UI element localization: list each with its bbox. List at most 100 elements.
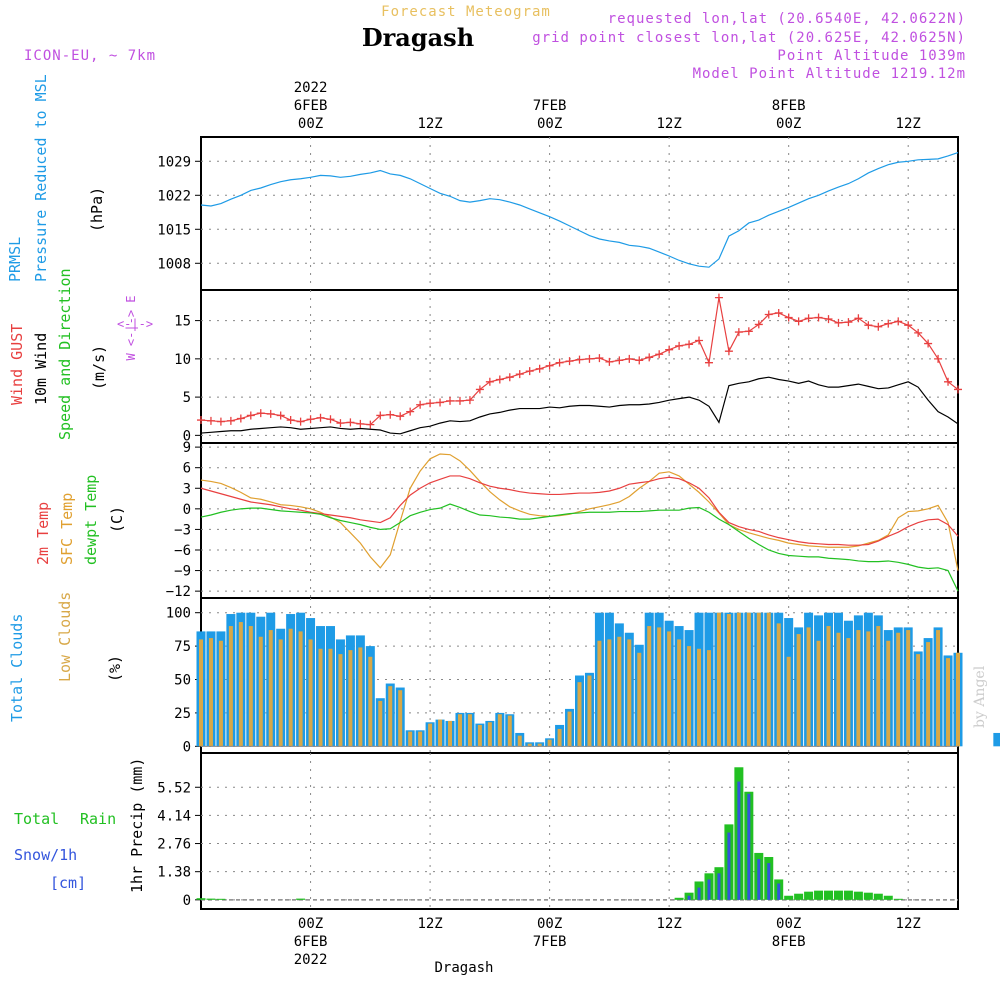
low-cloud-bar <box>368 656 373 747</box>
low-cloud-bar <box>567 711 572 747</box>
compass-we: W <-|-> E <box>124 295 138 360</box>
gust-marker <box>515 370 524 379</box>
gust-marker <box>685 340 694 349</box>
low-cloud-bar <box>398 690 403 747</box>
low-cloud-bar <box>358 647 363 747</box>
gust-marker <box>934 354 943 363</box>
low-cloud-bar <box>776 623 781 747</box>
gust-marker <box>455 396 464 405</box>
snow-bar <box>737 781 741 900</box>
axis-label-snow: Snow/1h <box>14 846 77 864</box>
gust-marker <box>286 416 295 425</box>
rain-bar <box>893 898 903 900</box>
low-cloud-bar <box>487 722 492 747</box>
low-cloud-bar <box>697 648 702 747</box>
snow-bar <box>757 859 761 900</box>
gust-marker <box>236 414 245 423</box>
rain-bar <box>873 893 883 900</box>
axis-label-speed-direction: Speed and Direction <box>56 268 74 440</box>
axis-label-rain: Rain <box>80 810 116 828</box>
ytick-label: 15 <box>174 314 191 330</box>
gust-marker <box>914 328 923 337</box>
low-cloud-bar <box>328 648 333 747</box>
gust-marker <box>625 354 634 363</box>
gust-marker <box>316 413 325 422</box>
compass-ns-arrow: <-|-> <box>117 317 153 331</box>
snow-bar <box>727 832 731 900</box>
model-label: ICON-EU, ~ 7km <box>24 48 156 64</box>
gust-marker <box>924 339 933 348</box>
gust-marker <box>734 328 743 337</box>
gust-marker <box>256 409 265 418</box>
gust-marker <box>306 415 315 424</box>
low-cloud-bar <box>348 650 353 747</box>
info-requested: requested lon,lat (20.6540E, 42.0622N) <box>608 11 966 27</box>
gust-marker <box>266 409 275 418</box>
low-cloud-bar <box>477 724 482 747</box>
low-cloud-bar <box>906 630 911 747</box>
gust-marker <box>535 364 544 373</box>
pressure-line <box>200 151 959 268</box>
low-cloud-bar <box>637 652 642 747</box>
low-cloud-bar <box>268 630 273 747</box>
precip-axis-label: 1hr Precip (mm) <box>128 758 146 893</box>
low-cloud-bar <box>726 614 731 747</box>
ytick-label: 1.38 <box>157 865 191 881</box>
rain-bar <box>216 898 226 900</box>
gust-marker <box>824 315 833 324</box>
low-cloud-bar <box>657 627 662 747</box>
gust-marker <box>545 361 554 370</box>
dewpoint-line <box>200 503 959 592</box>
gust-marker <box>366 420 375 429</box>
compass-ns: <-|-> <box>117 317 153 331</box>
gust-marker <box>406 407 415 416</box>
low-cloud-bar <box>856 630 861 747</box>
gust-marker <box>794 317 803 326</box>
gust-marker <box>804 314 813 323</box>
low-cloud-bar <box>896 632 901 747</box>
panel-frame <box>200 136 959 291</box>
low-cloud-bar <box>647 626 652 747</box>
wind-labels: Wind GUST 10m Wind Speed and Direction (m/s… <box>8 268 108 440</box>
axis-label-total-clouds: Total Clouds <box>8 614 26 722</box>
low-cloud-bar <box>846 638 851 747</box>
low-cloud-bar <box>816 640 821 747</box>
ytick-label: −9 <box>174 564 191 580</box>
gust-marker <box>525 367 534 376</box>
axis-label-1hr-precip: 1hr Precip (mm) <box>128 758 146 893</box>
low-cloud-bar <box>228 626 233 747</box>
low-cloud-bar <box>667 631 672 747</box>
low-cloud-bar <box>497 714 502 747</box>
rain-bar <box>843 890 853 900</box>
low-cloud-bar <box>786 656 791 747</box>
gust-marker <box>475 385 484 394</box>
low-cloud-bar <box>946 658 951 747</box>
rain-bar <box>784 895 794 900</box>
panel-wind: 0 5 10 15 Wind GUST 10m Wind Speed and Directi… <box>8 268 962 444</box>
low-cloud-bar <box>687 646 692 747</box>
time-label-top: 2022 <box>294 80 328 96</box>
gust-marker <box>854 314 863 323</box>
snow-bar <box>717 873 721 900</box>
low-cloud-bar <box>438 719 443 747</box>
gust-marker <box>346 418 355 427</box>
gust-marker <box>276 411 285 420</box>
axis-label-hpa: (hPa) <box>88 187 106 232</box>
gust-marker <box>655 350 664 359</box>
low-cloud-bar <box>577 682 582 747</box>
rain-bar <box>296 898 306 900</box>
panel-temperature: −12 −9 −6 −3 0 3 6 9 2m Temp SFC Temp dewpt Temp (C… <box>34 440 959 600</box>
ytick-label: 50 <box>174 673 191 689</box>
low-cloud-bar <box>796 634 801 747</box>
time-label-top: 12Z <box>896 116 921 132</box>
pressure-labels: PRMSL Pressure Reduced to MSL (hPa) <box>6 74 106 282</box>
gust-marker <box>595 354 604 363</box>
ytick-label: 100 <box>166 606 191 622</box>
low-cloud-bar <box>926 642 931 747</box>
footer-location: Dragash <box>434 960 493 976</box>
rain-bar <box>883 895 893 900</box>
low-cloud-bar <box>836 632 841 747</box>
low-cloud-bar <box>936 630 941 747</box>
